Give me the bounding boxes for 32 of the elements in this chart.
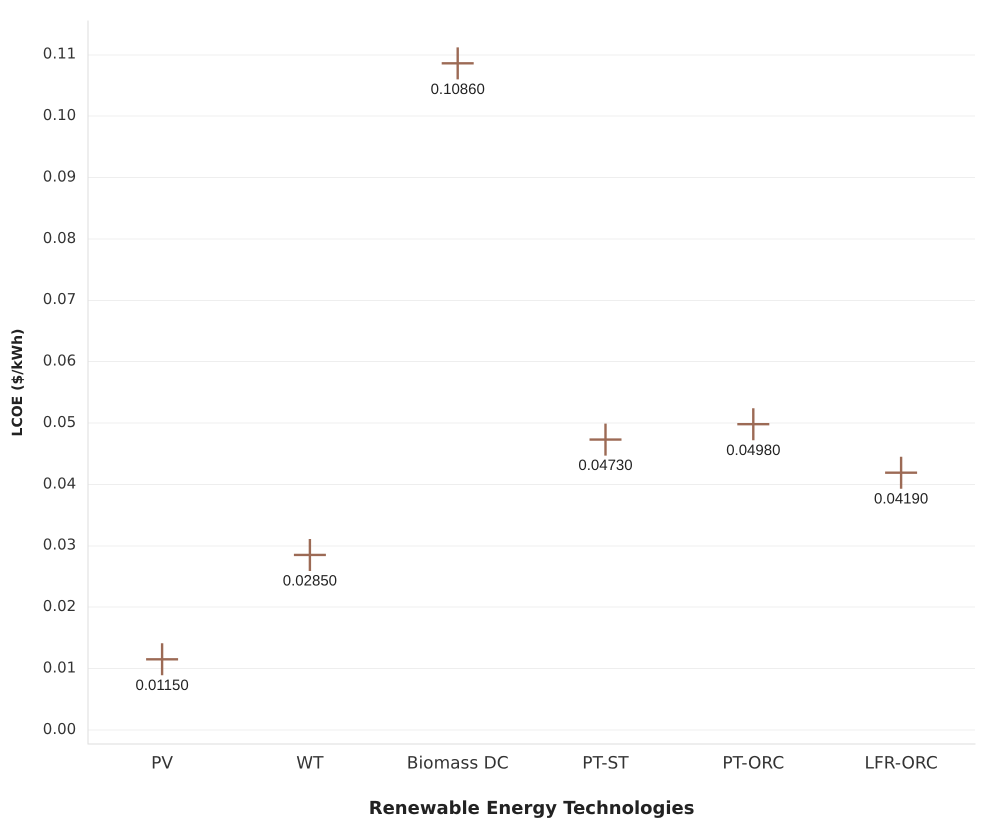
y-tick-label: 0.05 <box>42 412 76 431</box>
y-tick-label: 0.04 <box>42 474 76 492</box>
x-tick-label: Biomass DC <box>406 754 509 774</box>
y-tick-label: 0.10 <box>42 106 76 124</box>
point <box>737 408 770 440</box>
point <box>590 424 622 456</box>
y-axis-title: LCOE ($/kWh) <box>10 328 26 436</box>
point <box>442 47 474 80</box>
data-label: 0.04730 <box>578 457 633 474</box>
data-label: 0.10860 <box>430 80 485 98</box>
y-tick-label: 0.07 <box>42 290 76 308</box>
y-tick-label: 0.09 <box>42 167 76 186</box>
point <box>885 456 918 489</box>
x-tick-label: PV <box>151 754 174 774</box>
y-tick-label: 0.00 <box>42 720 76 738</box>
data-label: 0.01150 <box>136 676 189 694</box>
x-tick-label: WT <box>296 754 324 774</box>
y-tick-label: 0.11 <box>42 44 76 63</box>
x-tick-label: PT-ORC <box>722 754 784 774</box>
y-tick-label: 0.08 <box>42 228 76 247</box>
y-tick-label: 0.01 <box>42 658 76 676</box>
x-tick-label: PT-ST <box>582 754 630 774</box>
x-axis-title: Renewable Energy Technologies <box>368 798 694 819</box>
data-label: 0.02850 <box>282 572 338 590</box>
data-label: 0.04980 <box>726 442 780 459</box>
point <box>146 643 178 676</box>
y-tick-label: 0.02 <box>42 597 76 616</box>
x-tick-label: LFR-ORC <box>864 754 938 774</box>
data-label: 0.04190 <box>874 490 928 508</box>
point <box>294 538 326 571</box>
y-tick-label: 0.06 <box>42 352 76 370</box>
y-tick-label: 0.03 <box>42 536 76 554</box>
